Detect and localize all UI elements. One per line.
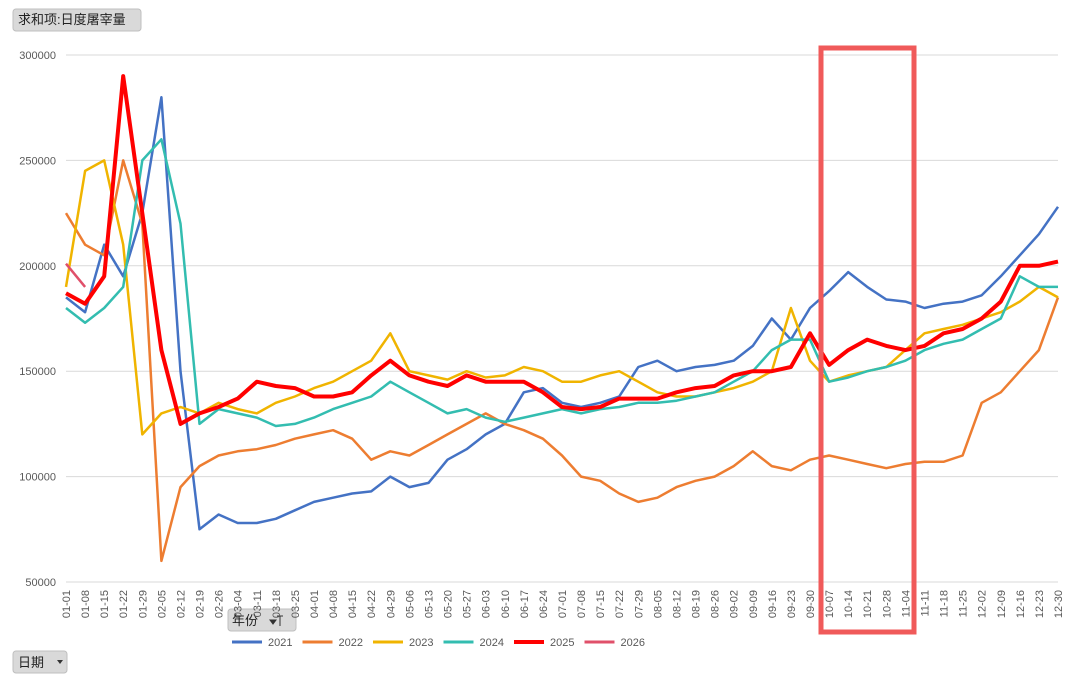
x-tick-label: 05-20: [443, 590, 455, 618]
x-tick-label: 08-12: [671, 590, 683, 618]
x-tick-label: 11-18: [939, 590, 951, 617]
x-tick-label: 11-11: [919, 590, 931, 617]
x-tick-label: 04-08: [328, 590, 340, 618]
x-tick-label: 10-07: [824, 590, 836, 618]
axis-field-button[interactable]: [12, 650, 68, 674]
x-tick-label: 02-12: [175, 590, 187, 618]
series-line: [65, 95, 1060, 531]
x-tick-label: 12-02: [977, 590, 989, 618]
x-tick-label: 06-24: [538, 590, 550, 618]
x-tick-label: 05-27: [462, 590, 474, 618]
x-tick-label: 07-22: [614, 590, 626, 618]
legend-label: 2023: [409, 637, 433, 649]
legend-label: 2024: [480, 637, 504, 649]
x-tick-label: 05-06: [404, 590, 416, 618]
x-tick-label: 01-29: [137, 590, 149, 618]
x-tick-label: 05-13: [423, 590, 435, 618]
x-tick-label: 02-19: [195, 590, 207, 618]
series-line: [64, 159, 1060, 563]
x-tick-label: 12-30: [1053, 590, 1065, 618]
series-line: [64, 159, 1059, 436]
x-tick-label: 06-10: [500, 590, 512, 618]
x-tick-label: 03-04: [233, 590, 245, 618]
x-tick-label: 01-15: [99, 590, 111, 618]
x-tick-label: 04-01: [309, 590, 321, 618]
x-tick-label: 07-01: [557, 590, 569, 618]
x-tick-label: 03-18: [271, 590, 283, 618]
series-line: [65, 138, 1058, 428]
y-tick-label: 250000: [19, 155, 56, 167]
x-tick-label: 03-11: [252, 590, 264, 617]
series-line: [65, 74, 1059, 426]
legend-label: 2026: [621, 637, 645, 649]
x-axis-label: 日期: [18, 655, 44, 670]
field-button[interactable]: [12, 8, 142, 32]
x-tick-label: 10-28: [881, 590, 893, 618]
y-tick-label: 200000: [19, 261, 56, 273]
x-tick-label: 09-23: [786, 590, 798, 618]
dropdown-icon: [269, 615, 283, 626]
legend-label: 2022: [339, 637, 363, 649]
x-tick-label: 09-30: [805, 590, 817, 618]
y-tick-label: 100000: [19, 472, 56, 484]
x-tick-label: 01-01: [61, 590, 73, 618]
y-tick-label: 300000: [19, 50, 56, 62]
x-tick-label: 01-08: [80, 590, 92, 618]
series-line: [65, 262, 87, 288]
x-tick-label: 04-15: [347, 590, 359, 618]
x-tick-label: 07-15: [595, 590, 607, 618]
x-tick-label: 04-29: [385, 590, 397, 618]
x-tick-label: 07-29: [633, 590, 645, 618]
dropdown-icon: [57, 660, 63, 664]
x-tick-label: 02-05: [156, 590, 168, 618]
x-tick-label: 11-25: [958, 590, 970, 617]
x-tick-label: 12-23: [1034, 590, 1046, 618]
x-tick-label: 01-22: [118, 590, 130, 618]
legend-label: 2025: [550, 637, 574, 649]
legend-title: 年份: [232, 613, 258, 628]
x-tick-label: 12-16: [1015, 590, 1027, 618]
x-tick-label: 06-17: [519, 590, 531, 618]
chart-title: 求和项:日度屠宰量: [18, 12, 126, 27]
x-tick-label: 07-08: [576, 590, 588, 618]
x-tick-label: 02-26: [214, 590, 226, 618]
x-tick-label: 06-03: [481, 590, 493, 618]
x-tick-label: 04-22: [366, 590, 378, 618]
legend-field-button[interactable]: [227, 608, 297, 632]
y-tick-label: 150000: [19, 366, 56, 378]
x-tick-label: 09-09: [748, 590, 760, 618]
x-tick-label: 10-14: [843, 590, 855, 618]
x-tick-label: 08-26: [710, 590, 722, 618]
x-tick-label: 10-21: [862, 590, 874, 618]
x-tick-label: 09-16: [767, 590, 779, 618]
x-tick-label: 12-09: [996, 590, 1008, 618]
x-tick-label: 09-02: [729, 590, 741, 618]
x-tick-label: 08-05: [652, 590, 664, 618]
highlight-box: [818, 45, 917, 635]
y-tick-label: 50000: [25, 577, 56, 589]
x-tick-label: 11-04: [900, 590, 912, 617]
legend-label: 2021: [268, 637, 292, 649]
x-tick-label: 08-19: [691, 590, 703, 618]
x-tick-label: 03-25: [290, 590, 302, 618]
